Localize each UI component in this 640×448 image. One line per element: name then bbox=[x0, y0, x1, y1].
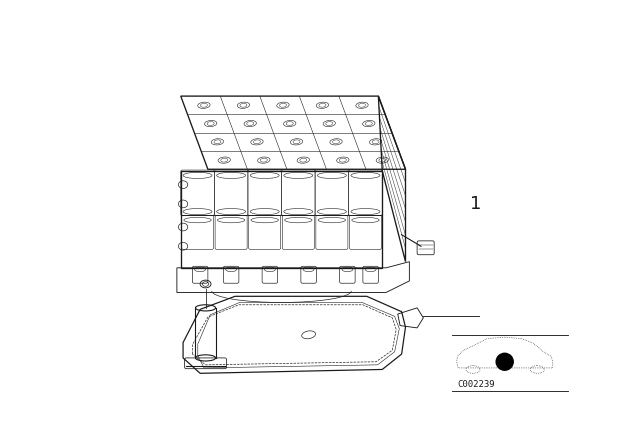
Text: C002239: C002239 bbox=[458, 380, 495, 389]
Circle shape bbox=[496, 353, 513, 370]
Text: 1: 1 bbox=[470, 195, 481, 213]
